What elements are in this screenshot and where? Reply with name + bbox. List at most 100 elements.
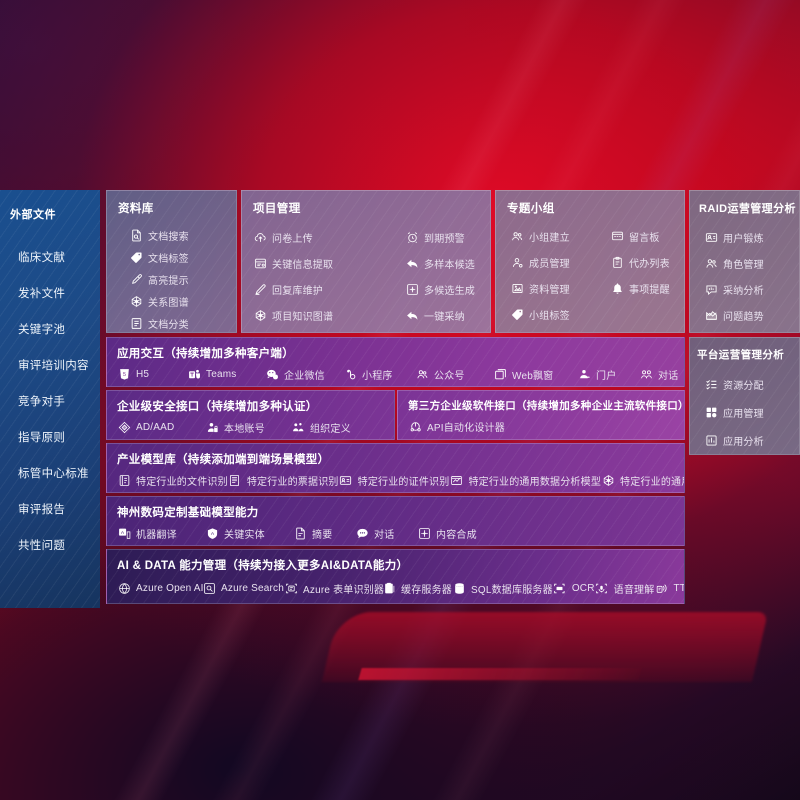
ai-item-ocr[interactable]: OCR	[553, 582, 595, 596]
team-item-reminder[interactable]: 事项提醒	[610, 276, 684, 300]
kb-item-document-search[interactable]: 文档搜索	[129, 224, 236, 246]
sidebar-item-guidelines[interactable]: 指导原则	[18, 432, 66, 444]
sidebar-item-keyword-pool[interactable]: 关键字池	[18, 324, 66, 336]
model-item-file-recognition[interactable]: 特定行业的文件识别	[117, 473, 228, 488]
chat-bubble-icon	[355, 527, 369, 541]
local-account-icon	[205, 421, 219, 435]
knowledge-graph-icon	[601, 474, 615, 488]
kb-item-document-tag[interactable]: 文档标签	[129, 246, 236, 268]
team-item-label: 资料管理	[529, 284, 570, 296]
ai-item-sql-database[interactable]: SQL数据库服务器	[452, 581, 553, 596]
interaction-item-web-float-window[interactable]: Web飘窗	[493, 367, 577, 382]
interaction-item-dialog[interactable]: 对话	[639, 367, 678, 382]
ai-item-speech-understanding[interactable]: 语音理解	[595, 581, 655, 596]
raid-item-user-profile[interactable]: 用户锻炼	[704, 224, 799, 250]
model-item-data-analysis[interactable]: 特定行业的通用数据分析模型	[449, 473, 601, 488]
team-item-material-management[interactable]: 资料管理	[510, 276, 610, 300]
proj-item-questionnaire-upload[interactable]: 问卷上传	[253, 224, 405, 250]
raid-item-issue-trend[interactable]: 问题趋势	[704, 302, 799, 328]
proj-item-multi-sample-candidates[interactable]: 多样本候选	[405, 250, 490, 276]
plat-item-app-management[interactable]: 应用管理	[704, 398, 799, 426]
interaction-item-portal[interactable]: 门户	[577, 367, 639, 382]
base-item-key-entity[interactable]: A 关键实体	[205, 526, 293, 541]
ai-item-azure-search[interactable]: Azure Search	[202, 582, 284, 596]
ai-item-form-recognizer[interactable]: Azure 表单识别器	[284, 581, 384, 596]
team-item-member-management[interactable]: 成员管理	[510, 250, 610, 274]
ai-item-cache-server[interactable]: 缓存服务器	[382, 581, 452, 596]
interaction-item-label: 门户	[596, 371, 617, 382]
sidebar-item-standards-center[interactable]: 标管中心标准	[18, 468, 89, 480]
base-item-machine-translation[interactable]: A 机器翻译	[117, 526, 205, 541]
sidebar-item-competitors[interactable]: 竞争对手	[18, 396, 66, 408]
security-item-org-definition[interactable]: 组织定义	[291, 420, 351, 435]
group-icon	[704, 256, 718, 270]
team-item-message-board[interactable]: 留言板	[610, 224, 684, 248]
interaction-item-mini-program[interactable]: 小程序	[343, 367, 415, 382]
proj-item-label: 多样本候选	[424, 259, 475, 271]
teams-icon	[187, 368, 201, 382]
proj-item-expiry-alert[interactable]: 到期预警	[405, 224, 490, 250]
interaction-item-h5[interactable]: 5 H5	[117, 368, 187, 382]
sidebar-item-review-training[interactable]: 审评培训内容	[18, 360, 89, 372]
sidebar-item-supplement-docs[interactable]: 发补文件	[18, 288, 66, 300]
receipt-recognize-icon	[228, 474, 242, 488]
sidebar-item-clinical-literature[interactable]: 临床文献	[18, 252, 66, 264]
team-item-label: 小组建立	[529, 232, 570, 244]
interaction-item-official-account[interactable]: 公众号	[415, 367, 493, 382]
third-party-item-api-designer[interactable]: API自动化设计器	[408, 419, 505, 434]
row-app-interaction: 应用交互（持续增加多种客户端） 5 H5 Teams 企业微信 小程序	[106, 337, 685, 387]
kb-item-document-category[interactable]: 文档分类	[129, 312, 236, 332]
background-vehicle-highlight	[358, 668, 642, 680]
ai-item-azure-openai[interactable]: Azure Open AI	[117, 582, 203, 596]
official-account-icon	[415, 368, 429, 382]
security-item-local-account[interactable]: 本地账号	[205, 420, 291, 435]
team-item-todo-list[interactable]: 代办列表	[610, 250, 684, 274]
kb-item-label: 文档标签	[148, 253, 189, 265]
ocr-icon	[553, 582, 567, 596]
proj-item-label: 关键信息提取	[272, 259, 334, 271]
group-add-icon	[510, 229, 524, 243]
sidebar-item-review-report[interactable]: 审评报告	[18, 504, 66, 516]
interaction-item-wechat-work[interactable]: 企业微信	[265, 367, 343, 382]
team-item-label: 留言板	[629, 232, 660, 244]
portal-icon	[577, 368, 591, 382]
background-vehicle-silhouette	[321, 612, 769, 682]
sidebar-item-common-issues[interactable]: 共性问题	[18, 540, 66, 552]
kb-item-highlight[interactable]: 高亮提示	[129, 268, 236, 290]
raid-item-adoption-analysis[interactable]: 采纳分析	[704, 276, 799, 302]
team-item-group-tag[interactable]: 小组标签	[510, 302, 610, 326]
security-item-ad-aad[interactable]: AD/AAD	[117, 421, 205, 435]
kb-item-label: 关系图谱	[148, 297, 189, 309]
wechat-work-icon	[265, 368, 279, 382]
model-item-id-recognition[interactable]: 特定行业的证件识别	[339, 473, 450, 488]
interaction-item-teams[interactable]: Teams	[187, 368, 265, 382]
proj-item-multi-candidate-generation[interactable]: 多候选生成	[405, 276, 490, 302]
openai-icon	[117, 582, 131, 596]
base-item-dialog[interactable]: 对话	[355, 526, 417, 541]
row-third-party-software: 第三方企业级软件接口（持续增加多种企业主流软件接口） API自动化设计器	[397, 390, 685, 440]
raid-item-role-management[interactable]: 角色管理	[704, 250, 799, 276]
app-interaction-item-list: 5 H5 Teams 企业微信 小程序 公众号	[117, 367, 684, 382]
third-party-item-label: API自动化设计器	[427, 423, 505, 434]
model-item-knowledge-graph[interactable]: 特定行业的通用知识图谱模型	[601, 473, 684, 488]
model-item-receipt-recognition[interactable]: 特定行业的票据识别	[228, 473, 339, 488]
plat-item-label: 应用管理	[723, 408, 764, 420]
proj-item-project-knowledge-graph[interactable]: 项目知识图谱	[253, 302, 405, 328]
tag-icon	[129, 250, 143, 264]
team-item-group-create[interactable]: 小组建立	[510, 224, 610, 248]
base-item-label: 内容合成	[436, 530, 477, 541]
plat-item-resource-allocation[interactable]: 资源分配	[704, 370, 799, 398]
kb-item-relation-graph[interactable]: 关系图谱	[129, 290, 236, 312]
security-item-label: AD/AAD	[136, 422, 175, 433]
proj-item-one-click-adopt[interactable]: 一键采纳	[405, 302, 490, 328]
proj-item-reply-library[interactable]: 回复库维护	[253, 276, 405, 302]
interaction-item-label: 小程序	[362, 371, 393, 382]
panel-knowledge-base-title: 资料库	[118, 203, 154, 215]
row-enterprise-security: 企业级安全接口（持续增加多种认证） AD/AAD 本地账号 组织定义	[106, 390, 395, 440]
ai-item-tts[interactable]: TTS	[654, 582, 684, 596]
base-item-summary[interactable]: 摘要	[293, 526, 355, 541]
arrow-back-icon	[405, 256, 419, 270]
proj-item-key-info-extraction[interactable]: 关键信息提取	[253, 250, 405, 276]
base-item-content-synthesis[interactable]: 内容合成	[417, 526, 477, 541]
plat-item-app-analysis[interactable]: 应用分析	[704, 426, 799, 454]
